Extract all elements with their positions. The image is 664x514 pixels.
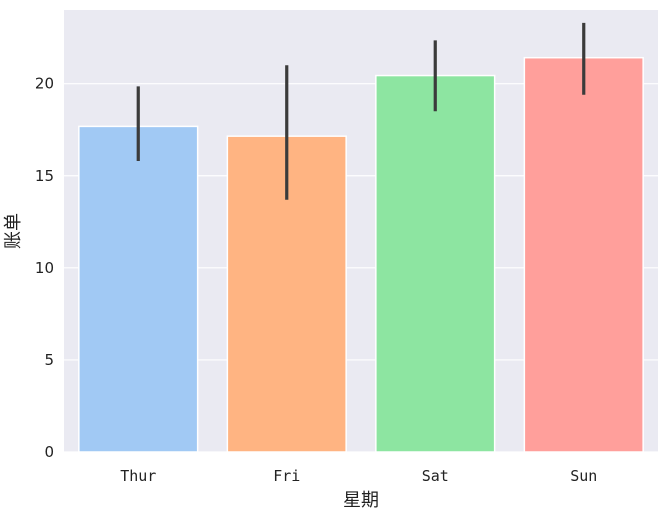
bar-sat	[375, 74, 496, 453]
bar-sun	[523, 56, 644, 453]
y-axis-label: 账单	[3, 213, 24, 249]
x-tick-label: Thur	[120, 467, 156, 485]
y-tick-label: 20	[35, 75, 54, 93]
y-tick-label: 15	[35, 167, 54, 185]
x-tick-label: Sat	[422, 467, 449, 485]
x-tick-label: Sun	[570, 467, 597, 485]
y-tick-label: 10	[35, 259, 54, 277]
y-axis-ticks: 0 5 10 15 20	[35, 75, 54, 461]
x-axis-label: 星期	[343, 490, 379, 511]
x-axis-ticks: Thur Fri Sat Sun	[120, 467, 597, 485]
error-bars	[136, 22, 586, 200]
y-tick-label: 5	[44, 351, 54, 369]
y-tick-label: 0	[44, 443, 54, 461]
bar-thur	[78, 125, 199, 453]
x-tick-label: Fri	[273, 467, 300, 485]
